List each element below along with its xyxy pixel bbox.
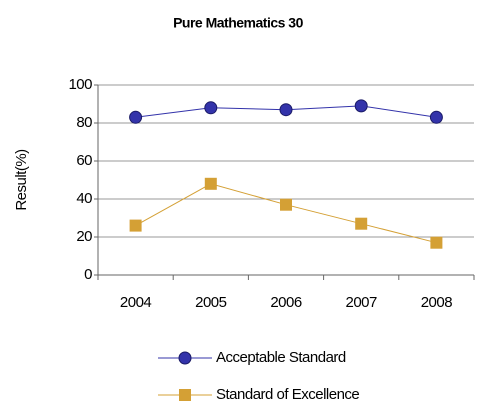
legend-marker [179, 389, 191, 401]
x-tick-label: 2005 [195, 294, 227, 311]
y-tick-label: 60 [76, 152, 92, 169]
data-point [354, 99, 368, 113]
y-tick-label: 40 [76, 190, 92, 207]
data-point [204, 177, 217, 190]
x-tick-label: 2008 [421, 294, 453, 311]
x-tick-label: 2007 [346, 294, 378, 311]
data-point [355, 217, 368, 230]
legend-label: Standard of Excellence [216, 386, 359, 403]
data-point [129, 110, 143, 124]
data-point [430, 236, 443, 249]
legend-label: Acceptable Standard [216, 349, 346, 366]
data-point [280, 198, 292, 211]
data-point [279, 103, 293, 117]
y-tick-label: 100 [68, 76, 92, 93]
x-tick-label: 2006 [270, 294, 302, 311]
chart-title: Pure Mathematics 30 [173, 15, 303, 31]
series-line [135, 183, 437, 244]
data-point [429, 110, 443, 124]
y-tick-label: 0 [84, 266, 92, 283]
data-point [204, 101, 218, 115]
y-tick-label: 20 [76, 228, 92, 245]
x-tick-label: 2004 [120, 294, 152, 311]
y-axis-label: Result(%) [13, 149, 30, 211]
legend-marker [178, 351, 192, 365]
y-tick-label: 80 [76, 114, 92, 131]
data-point [129, 219, 142, 232]
